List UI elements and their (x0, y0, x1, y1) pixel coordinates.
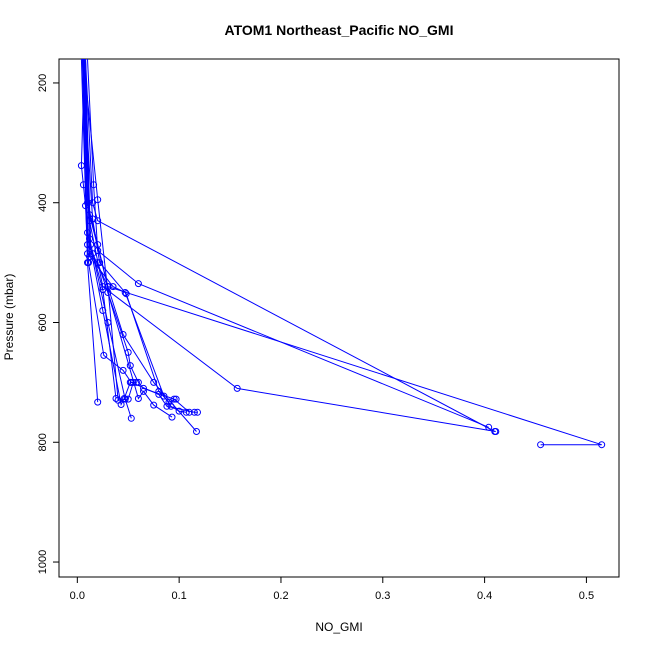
data-point (193, 428, 200, 435)
data-point (94, 398, 102, 406)
data-point (104, 319, 112, 326)
data-point (134, 280, 142, 288)
data-point (163, 402, 171, 410)
series-line (85, 59, 117, 399)
data-point (168, 413, 176, 421)
data-point (150, 401, 158, 409)
x-tick-label: 0.1 (171, 590, 186, 602)
data-point (485, 423, 493, 431)
data-point (100, 351, 108, 359)
series-line (84, 59, 137, 407)
data-point (172, 395, 180, 403)
y-tick-label: 600 (37, 313, 49, 331)
data-point (165, 398, 173, 406)
y-tick-label: 1000 (37, 550, 49, 574)
data-point (194, 408, 201, 416)
data-point (109, 283, 117, 291)
plot-frame (58, 58, 620, 578)
data-point (167, 402, 175, 410)
data-point (94, 196, 102, 204)
data-point (121, 289, 129, 296)
data-point (117, 401, 125, 408)
x-tick-label: 0.4 (477, 590, 492, 602)
y-tick-label: 200 (37, 74, 49, 92)
data-point (492, 428, 500, 435)
series-line (82, 59, 132, 419)
data-point (104, 289, 112, 296)
data-point (170, 395, 178, 403)
y-axis-label: Pressure (mbar) (2, 274, 16, 361)
series-line (81, 59, 177, 403)
data-point (121, 395, 129, 403)
data-point (175, 407, 183, 415)
x-tick-label: 0.3 (375, 590, 390, 602)
x-tick-label: 0.5 (579, 590, 594, 602)
data-point (77, 162, 85, 170)
data-point (132, 378, 140, 386)
data-point (127, 414, 135, 422)
data-point (112, 395, 120, 402)
series-line (82, 59, 173, 418)
data-point (150, 378, 158, 386)
data-point (134, 395, 142, 402)
data-point (598, 441, 606, 449)
plot-area: 0.0 0.1 0.2 0.3 0.4 0.5 200 400 600 800 1000 (37, 58, 620, 602)
data-point (182, 408, 190, 416)
data-point (537, 441, 545, 449)
series-line (80, 59, 99, 403)
data-point (96, 259, 104, 267)
data-point (155, 387, 163, 395)
data-point (122, 290, 130, 298)
data-layer (77, 59, 606, 449)
data-point (87, 241, 95, 249)
data-point (140, 387, 147, 395)
y-tick-label: 800 (37, 433, 49, 451)
x-tick-label: 0.2 (273, 590, 288, 602)
x-tick-label: 0.0 (70, 590, 85, 602)
data-point (190, 408, 198, 416)
chart-title: ATOM1 Northeast_Pacific NO_GMI (225, 22, 454, 38)
data-point (99, 286, 107, 294)
x-axis-label: NO_GMI (315, 620, 362, 634)
y-tick-label: 400 (37, 194, 49, 212)
data-point (233, 384, 241, 392)
data-point (160, 392, 168, 400)
data-point (119, 366, 127, 374)
